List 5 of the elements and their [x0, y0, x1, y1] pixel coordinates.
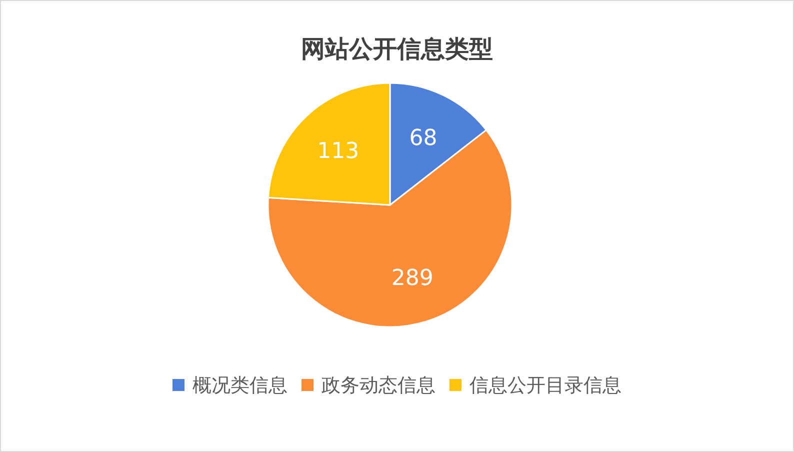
- legend: 概况类信息 政务动态信息 信息公开目录信息: [172, 374, 622, 397]
- title: 网站公开信息类型: [301, 35, 493, 63]
- legend-label: 概况类信息: [192, 374, 288, 397]
- legend-label: 政务动态信息: [322, 374, 436, 397]
- legend-label: 信息公开目录信息: [470, 374, 622, 397]
